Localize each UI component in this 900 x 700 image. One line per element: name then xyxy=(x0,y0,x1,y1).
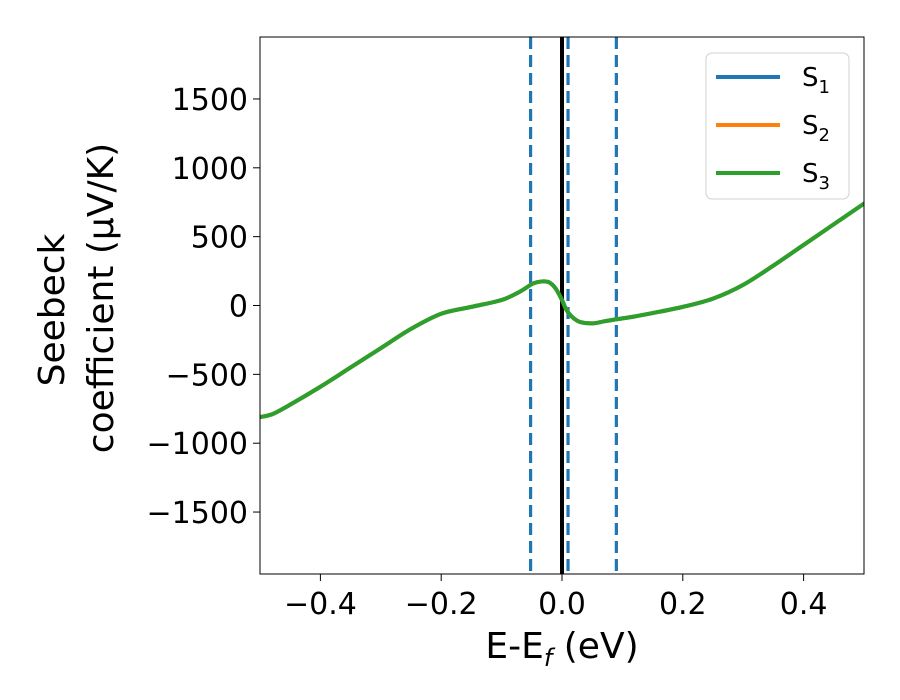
series-lines xyxy=(260,201,864,420)
vertical-lines xyxy=(528,37,618,574)
x-axis-title-unit: (eV) xyxy=(552,626,638,667)
legend-label-s2: S2 xyxy=(802,111,830,146)
y-axis-title-line-2: coefficient (μV/K) xyxy=(81,143,122,453)
y-tick-label: 0 xyxy=(229,290,248,325)
y-tick-label: −1000 xyxy=(147,427,248,462)
y-tick-label: 1000 xyxy=(172,152,248,187)
x-axis-title: E-Ef (eV) xyxy=(485,626,638,672)
y-tick-label: 1500 xyxy=(172,83,248,118)
x-tick-label: 0.4 xyxy=(780,587,828,622)
x-tick-label: −0.4 xyxy=(284,587,357,622)
legend-label-s3: S3 xyxy=(802,159,830,194)
series-line-s3 xyxy=(260,201,864,420)
y-axis-title: Seebeck coefficient (μV/K) xyxy=(32,143,122,453)
y-tick-label: −1500 xyxy=(147,496,248,531)
y-tick-label: −500 xyxy=(166,358,248,393)
y-axis-title-line-1: Seebeck xyxy=(32,233,73,386)
legend: S1 S2 S3 xyxy=(705,52,850,200)
y-tick-label: 500 xyxy=(191,221,248,256)
y-axis: −1500 −1000 −500 0 500 1000 1500 xyxy=(147,83,260,531)
x-tick-label: 0.2 xyxy=(659,587,707,622)
x-tick-label: −0.2 xyxy=(405,587,478,622)
x-tick-label: 0.0 xyxy=(538,587,586,622)
x-axis-title-main: E-E xyxy=(485,626,543,667)
legend-label-s1: S1 xyxy=(802,63,830,98)
x-axis: −0.4 −0.2 0.0 0.2 0.4 xyxy=(284,574,827,622)
